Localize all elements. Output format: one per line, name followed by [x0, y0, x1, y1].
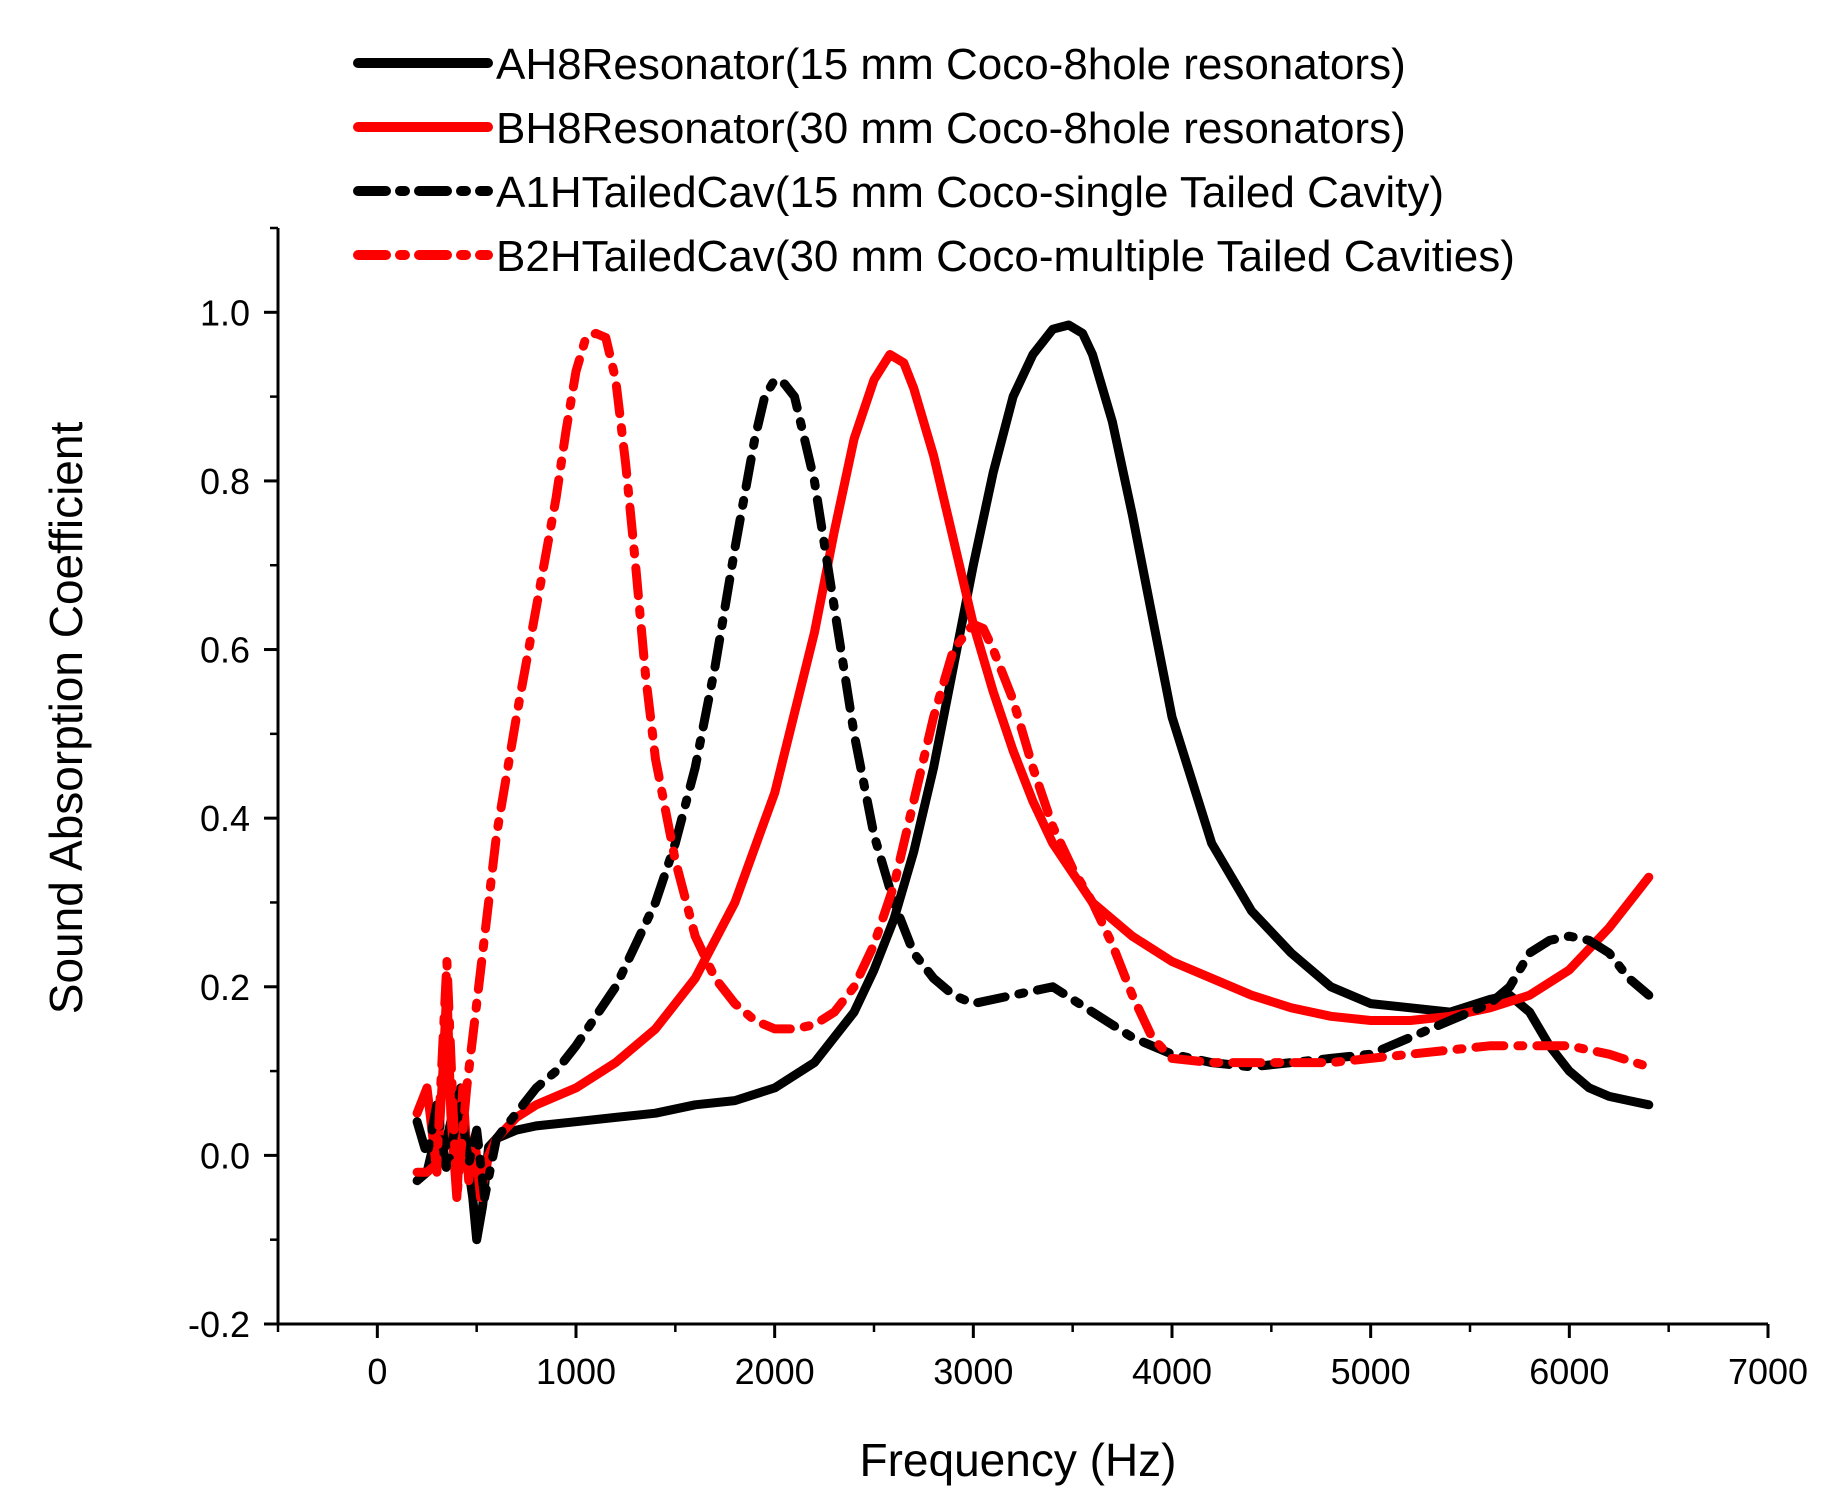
legend-label-3: A1HTailedCav(15 mm Coco-single Tailed Ca… — [496, 168, 1444, 217]
y-axis: -0.2 0.0 0.2 0.4 0.6 0.8 1.0 — [188, 226, 280, 1345]
x-axis-title: Frequency (Hz) — [860, 1434, 1177, 1486]
series-line-3 — [412, 375, 1654, 1202]
x-tick-label: 4000 — [1132, 1351, 1212, 1392]
x-tick-label: 1000 — [536, 1351, 616, 1392]
x-tick-label: 6000 — [1529, 1351, 1609, 1392]
legend-label-2: BH8Resonator(30 mm Coco-8hole resonators… — [496, 104, 1406, 153]
y-tick-label: 0.4 — [200, 798, 250, 839]
series-line-2 — [412, 350, 1654, 1202]
legend-label-1: AH8Resonator(15 mm Coco-8hole resonators… — [496, 40, 1406, 89]
legend: AH8Resonator(15 mm Coco-8hole resonators… — [353, 40, 1515, 281]
y-tick-label: 0.0 — [200, 1135, 250, 1176]
legend-label-4: B2HTailedCav(30 mm Coco-multiple Tailed … — [496, 232, 1515, 281]
x-tick-label: 5000 — [1331, 1351, 1411, 1392]
x-axis: 0 1000 2000 3000 4000 5000 6000 7000 — [276, 1322, 1808, 1392]
y-axis-title: Sound Absorption Coefficient — [40, 422, 92, 1015]
x-tick-label: 2000 — [735, 1351, 815, 1392]
y-tick-label: -0.2 — [188, 1304, 250, 1345]
x-tick-label: 0 — [367, 1351, 387, 1392]
series-line-4 — [412, 328, 1654, 1202]
y-tick-label: 1.0 — [200, 292, 250, 333]
series-layer — [412, 320, 1654, 1245]
x-tick-label: 3000 — [933, 1351, 1013, 1392]
series-line-1 — [412, 320, 1654, 1245]
y-tick-label: 0.2 — [200, 967, 250, 1008]
y-tick-label: 0.6 — [200, 630, 250, 671]
x-tick-label: 7000 — [1728, 1351, 1808, 1392]
y-tick-label: 0.8 — [200, 461, 250, 502]
